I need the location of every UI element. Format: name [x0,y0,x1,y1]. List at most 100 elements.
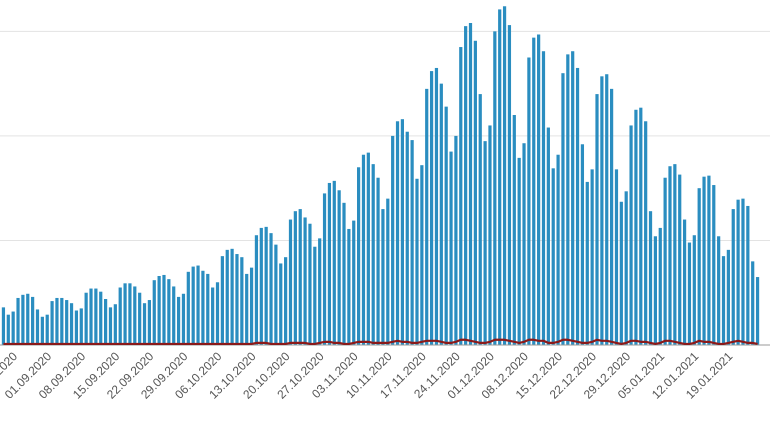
bar [99,291,103,345]
bar [644,121,648,345]
bar [546,127,550,345]
bar [537,34,541,345]
bar [240,257,244,345]
bar [357,167,361,345]
bar [279,263,283,345]
bar [230,248,234,345]
bar [488,125,492,345]
bar [186,271,190,345]
bar [16,297,20,345]
bar [206,273,210,345]
bar [726,249,730,345]
bar [45,314,49,345]
bar [468,23,473,345]
bar [6,314,10,345]
bar [478,94,482,345]
bar [313,246,317,345]
bar [717,236,721,345]
bar [736,199,740,345]
bar [21,294,25,345]
bar [522,143,526,345]
bar [551,168,555,345]
bar [337,190,341,345]
bar [692,235,696,345]
bar [391,135,395,345]
bar [249,267,254,345]
bar [269,233,273,345]
bar [420,165,424,345]
bar [196,265,200,345]
bar [668,166,672,345]
bar [371,164,375,345]
bar [220,256,224,345]
bar [425,88,429,345]
bar [104,299,108,345]
bar [507,25,512,345]
bar [556,154,560,345]
bar [60,297,64,345]
bar [215,282,220,345]
bar [619,201,623,345]
bar [682,219,687,345]
bar [69,303,74,345]
bar [181,293,186,345]
bar [464,26,468,346]
bar [89,288,93,345]
bar [580,144,585,345]
bar [108,307,113,345]
bar [113,304,117,345]
bar [459,47,463,345]
bar [707,175,711,345]
bar [55,297,59,345]
bar [84,292,88,345]
bar [400,119,404,345]
bar [410,140,414,345]
bar [31,296,35,345]
bar [434,67,439,346]
bar [1,307,6,345]
bar [133,286,137,345]
bar [245,273,249,345]
bar [118,287,122,345]
bar [293,211,297,345]
bar [26,293,30,345]
bar [352,220,356,345]
bar [342,202,346,345]
bar [541,51,546,346]
bar [366,152,370,345]
bar [332,180,336,345]
bar [590,169,594,345]
line [3,338,758,346]
bar [512,115,516,345]
bar [376,177,380,345]
bar [298,209,302,345]
bar [498,9,502,346]
bar [259,227,263,345]
bar [415,178,419,345]
bar [142,303,147,345]
bar [74,310,79,345]
bar [361,154,366,345]
bar [439,83,443,346]
bar [157,276,161,345]
bar [532,37,536,346]
bar [405,131,409,345]
bar [454,135,458,345]
bar [502,6,507,345]
bar [751,261,755,345]
bar [527,57,531,345]
bar [167,279,171,345]
bar [162,274,166,345]
bar [152,280,156,345]
bar [254,235,259,345]
bar [172,286,176,345]
bar [322,193,327,345]
bar [595,94,599,345]
bar [79,308,83,345]
bar [575,67,580,346]
bar [395,121,400,345]
bar [264,226,268,345]
bar [381,209,385,345]
bar [235,254,239,345]
